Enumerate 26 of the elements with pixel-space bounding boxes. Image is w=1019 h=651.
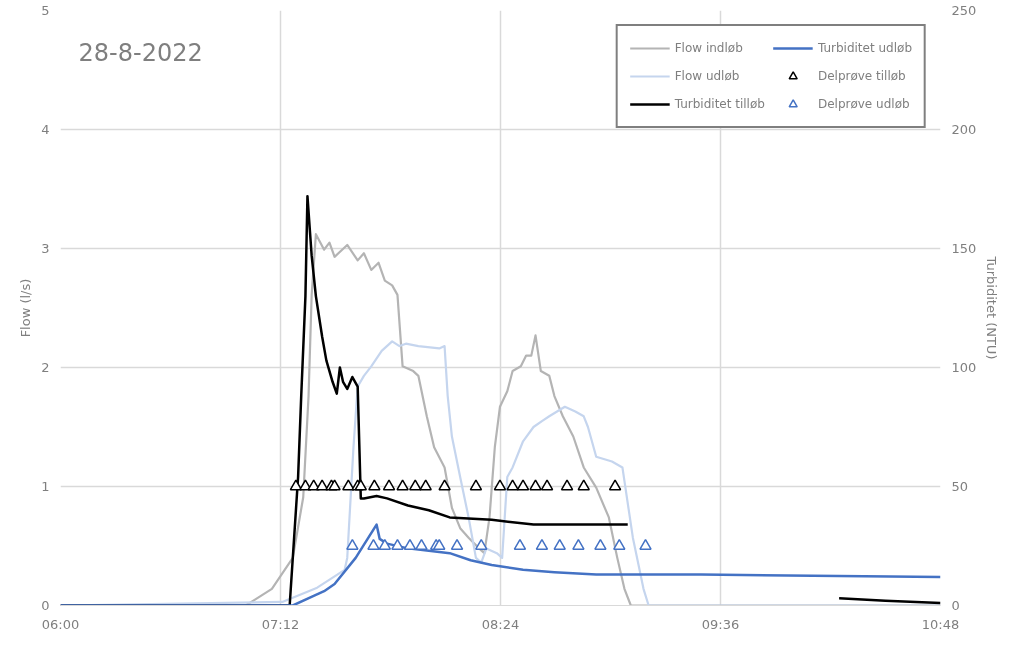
y-tick-label: 1	[41, 479, 50, 494]
y2-tick-label: 200	[951, 122, 977, 137]
legend-label: Delprøve udløb	[817, 97, 910, 111]
y-tick-label: 0	[41, 598, 50, 613]
y2-tick-label: 0	[951, 598, 960, 613]
x-tick-label: 07:12	[261, 616, 300, 632]
y2-tick-label: 50	[951, 479, 969, 494]
y2-axis-title: Turbiditet (NTU)	[984, 255, 1000, 360]
y-axis-title: Flow (l/s)	[18, 278, 34, 338]
y2-tick-label: 250	[951, 3, 977, 18]
y-tick-label: 2	[41, 360, 50, 375]
x-tick-label: 08:24	[481, 616, 520, 632]
y-tick-label: 3	[41, 241, 50, 256]
text: 28-8-2022	[78, 38, 203, 67]
y-tick-label: 4	[41, 122, 50, 137]
x-tick-label: 09:36	[701, 616, 740, 632]
y-tick-label: 5	[41, 3, 50, 18]
legend-label: Delprøve tilløb	[817, 69, 906, 83]
x-tick-label: 10:48	[921, 616, 960, 632]
y2-tick-label: 100	[951, 360, 977, 375]
legend-label: Flow indløb	[674, 41, 743, 55]
y2-tick-label: 150	[951, 241, 977, 256]
legend-label: Turbiditet udløb	[817, 41, 912, 55]
legend-label: Turbiditet tilløb	[674, 97, 765, 111]
x-tick-label: 06:00	[41, 616, 80, 632]
legend-label: Flow udløb	[674, 69, 740, 83]
